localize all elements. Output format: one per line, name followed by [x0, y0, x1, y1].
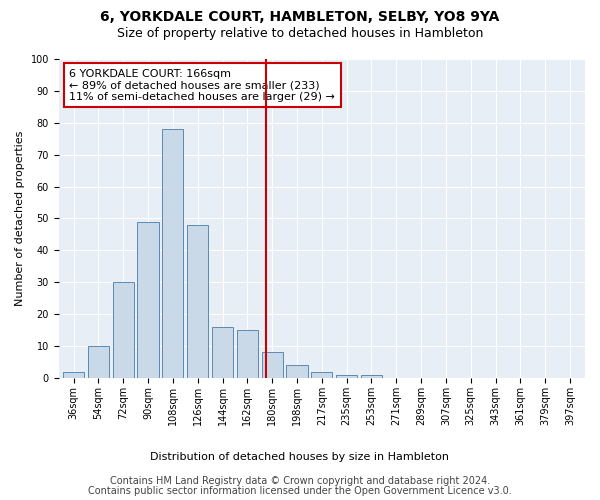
Text: 6, YORKDALE COURT, HAMBLETON, SELBY, YO8 9YA: 6, YORKDALE COURT, HAMBLETON, SELBY, YO8… [100, 10, 500, 24]
Text: Contains public sector information licensed under the Open Government Licence v3: Contains public sector information licen… [88, 486, 512, 496]
Text: Contains HM Land Registry data © Crown copyright and database right 2024.: Contains HM Land Registry data © Crown c… [110, 476, 490, 486]
Bar [336, 375, 357, 378]
Bar [262, 352, 283, 378]
Text: Distribution of detached houses by size in Hambleton: Distribution of detached houses by size … [151, 452, 449, 462]
Bar [361, 375, 382, 378]
Bar [137, 222, 158, 378]
Bar [63, 372, 84, 378]
Bar [311, 372, 332, 378]
Y-axis label: Number of detached properties: Number of detached properties [15, 131, 25, 306]
Bar [163, 129, 184, 378]
Bar [212, 327, 233, 378]
Text: 6 YORKDALE COURT: 166sqm
← 89% of detached houses are smaller (233)
11% of semi-: 6 YORKDALE COURT: 166sqm ← 89% of detach… [69, 68, 335, 102]
Text: Size of property relative to detached houses in Hambleton: Size of property relative to detached ho… [117, 28, 483, 40]
Bar [187, 225, 208, 378]
Bar [237, 330, 258, 378]
Bar [88, 346, 109, 378]
Bar [113, 282, 134, 378]
Bar [286, 365, 308, 378]
